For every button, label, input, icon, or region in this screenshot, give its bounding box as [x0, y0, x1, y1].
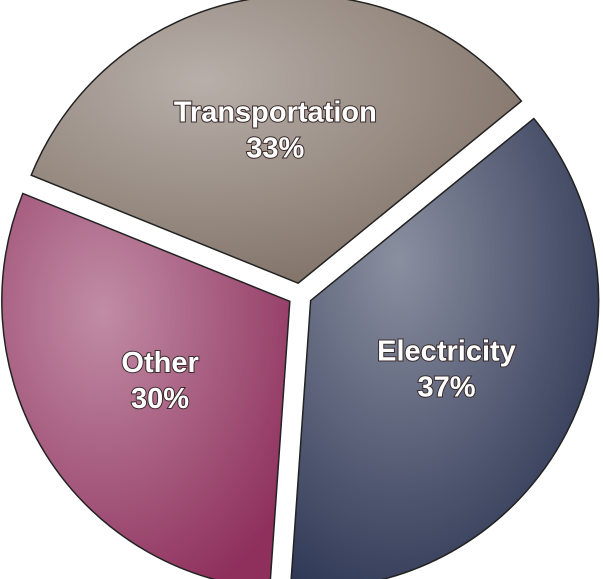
value-label: 37% — [417, 372, 475, 404]
value-label: 33% — [246, 133, 304, 165]
slice-label: Other — [121, 347, 198, 379]
value-label: 30% — [131, 383, 189, 415]
pie-slice — [30, 0, 523, 284]
pie-slice — [1, 192, 291, 579]
pie-slice — [290, 117, 600, 579]
slice-label: Electricity — [377, 336, 516, 368]
slice-label: Transportation — [174, 97, 377, 129]
